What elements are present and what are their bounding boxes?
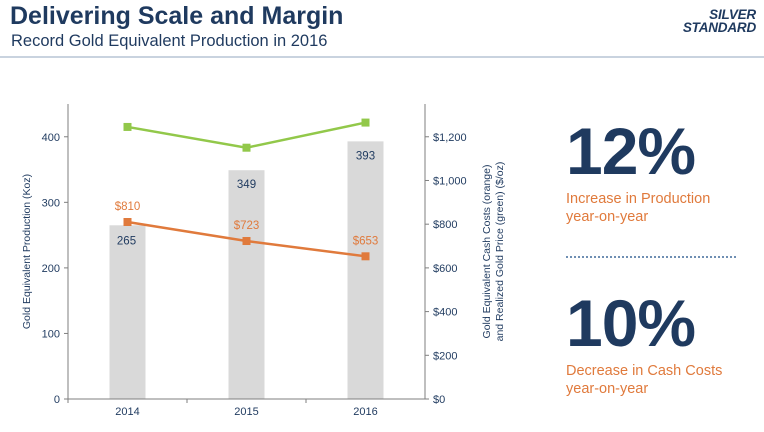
production-cost-chart: 0 100 200 300 400 $0 $200 $400 $600 $800 $1,000 $1,…	[21, 104, 506, 418]
y-right-tick-label: $400	[433, 307, 457, 319]
cash-cost-value-label: $653	[353, 235, 379, 247]
stat-divider	[566, 256, 736, 258]
y-right-tick-label: $200	[433, 350, 457, 362]
stat-cash-costs: 10% Decrease in Cash Costs year-on-year	[566, 290, 756, 398]
cash-cost-marker	[242, 237, 251, 246]
lines-layer	[123, 118, 370, 261]
y-axis-right-title-line1: Gold Equivalent Cash Costs (orange)	[481, 165, 493, 339]
logo-line-2: STANDARD	[682, 20, 756, 35]
stat-cash-costs-desc-line2: year-on-year	[566, 381, 649, 397]
y-right-tick-label: $0	[433, 394, 445, 406]
y-right-tick-label: $1,000	[433, 175, 467, 187]
y-left-tick-label: 200	[42, 263, 60, 275]
labels-layer: 265 349 393 $810 $723 $653	[115, 150, 379, 247]
cash-cost-marker	[361, 252, 370, 261]
y-left-tick-label: 400	[42, 132, 60, 144]
header: Delivering Scale and Margin Record Gold …	[0, 0, 764, 62]
bars-layer	[109, 141, 384, 399]
production-bar-value-label: 349	[237, 179, 256, 191]
y-left-tick-label: 0	[54, 394, 60, 406]
stat-cash-costs-value: 10%	[566, 286, 696, 360]
cash-cost-value-label: $810	[115, 201, 141, 213]
stat-production-desc-line2: year-on-year	[566, 209, 649, 225]
stat-cash-costs-desc: Decrease in Cash Costs year-on-year	[566, 362, 756, 398]
y-axis-left-title: Gold Equivalent Production (Koz)	[21, 174, 33, 329]
cash-cost-marker	[123, 218, 132, 226]
production-bar-value-label: 265	[117, 235, 136, 247]
stat-production-desc-line1: Increase in Production	[566, 191, 711, 207]
y-right-tick-label: $1,200	[433, 132, 467, 144]
x-tick-label: 2016	[353, 406, 377, 418]
y-right-tick-label: $600	[433, 263, 457, 275]
x-tick-label: 2015	[234, 406, 258, 418]
stat-production: 12% Increase in Production year-on-year	[566, 118, 756, 226]
header-rule	[0, 56, 764, 58]
production-bar	[347, 141, 384, 399]
company-logo: SILVER STANDARD	[664, 7, 756, 35]
logo-line-1: SILVER	[709, 7, 756, 22]
y-left-tick-label: 300	[42, 197, 60, 209]
cash-cost-value-label: $723	[234, 220, 260, 232]
axes-layer: 0 100 200 300 400 $0 $200 $400 $600 $800 $1,000 $1,…	[21, 104, 506, 418]
stat-cash-costs-desc-line1: Decrease in Cash Costs	[566, 363, 723, 379]
production-bar-value-label: 393	[356, 150, 375, 162]
y-axis-right-title-line2: and Realized Gold Price (green) ($/oz)	[494, 162, 506, 342]
production-bar	[109, 225, 146, 399]
gold-price-marker	[242, 143, 251, 152]
stat-production-value: 12%	[566, 114, 696, 188]
page-subtitle: Record Gold Equivalent Production in 201…	[11, 32, 328, 50]
gold-price-marker	[361, 118, 370, 127]
gold-price-marker	[123, 122, 132, 131]
y-left-tick-label: 100	[42, 328, 60, 340]
production-bar	[228, 170, 265, 399]
page-title: Delivering Scale and Margin	[10, 2, 344, 30]
stat-production-desc: Increase in Production year-on-year	[566, 190, 756, 226]
x-tick-label: 2014	[115, 406, 139, 418]
y-right-tick-label: $800	[433, 219, 457, 231]
